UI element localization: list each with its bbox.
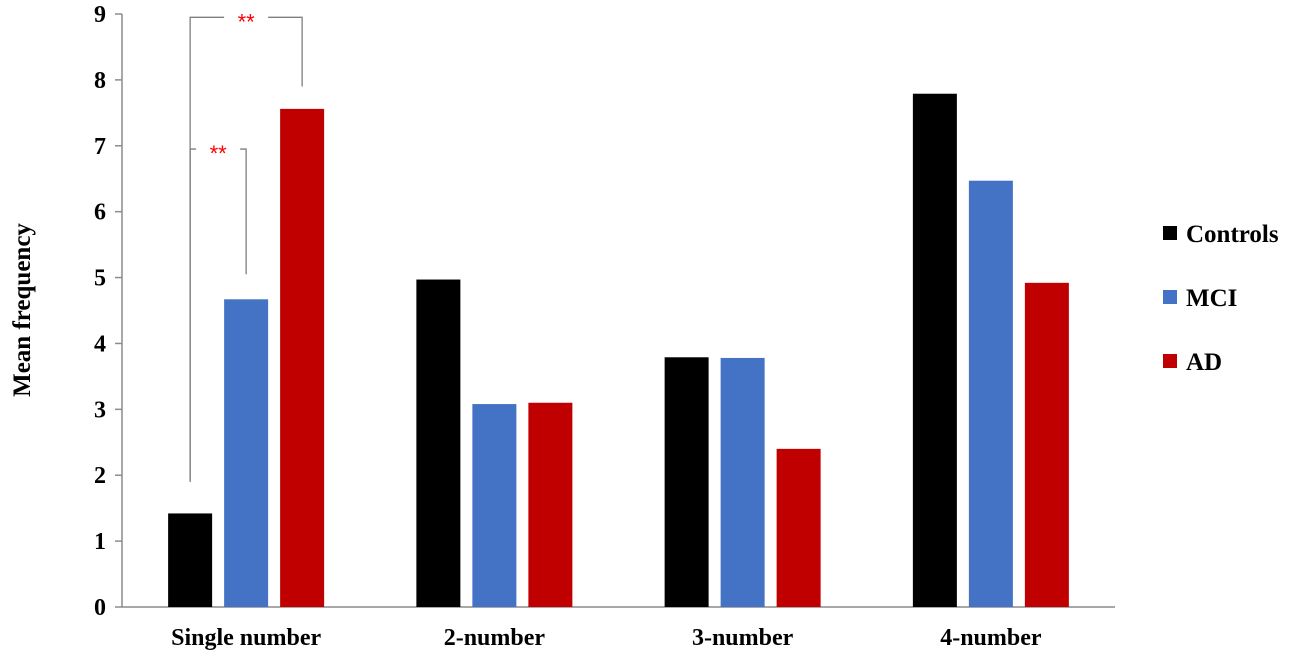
y-tick-label: 0 — [94, 595, 106, 621]
category-label: 3-number — [692, 625, 794, 651]
y-tick-label: 6 — [94, 200, 106, 226]
y-tick-label: 9 — [94, 2, 106, 28]
bar-mci — [472, 404, 517, 607]
category-label: Single number — [171, 625, 321, 651]
significance-bracket-left — [189, 148, 197, 482]
y-tick-label: 7 — [94, 134, 106, 160]
y-tick-label: 5 — [94, 266, 106, 292]
y-tick-label: 3 — [94, 397, 106, 423]
significance-bracket-left — [189, 16, 225, 482]
y-tick-label: 2 — [94, 463, 106, 489]
bar-ad — [528, 402, 573, 607]
bar-controls — [416, 279, 461, 607]
y-ticks: 0 1 2 3 4 5 6 7 8 9 — [94, 2, 122, 621]
significance-bracket-right — [268, 16, 303, 87]
legend: Controls MCI AD — [1163, 221, 1279, 376]
bar-ad — [1024, 282, 1069, 607]
legend-label: AD — [1186, 349, 1222, 376]
bar-mci — [720, 357, 765, 607]
significance-bracket-right — [240, 148, 247, 275]
legend-label: MCI — [1186, 285, 1237, 312]
bar-mci — [224, 299, 269, 607]
y-tick-label: 8 — [94, 68, 106, 94]
legend-swatch-mci — [1163, 290, 1177, 304]
bar-controls — [912, 93, 957, 607]
significance-brackets: ** ** — [189, 9, 303, 482]
bar-controls — [168, 513, 213, 607]
bar-controls — [664, 357, 709, 607]
y-tick-label: 4 — [94, 331, 106, 357]
legend-swatch-ad — [1163, 354, 1177, 368]
bars — [168, 93, 1069, 607]
category-labels: Single number 2-number 3-number 4-number — [171, 625, 1042, 651]
bar-ad — [776, 448, 821, 607]
legend-swatch-controls — [1163, 226, 1177, 240]
bar-ad — [280, 108, 325, 607]
category-label: 4-number — [940, 625, 1042, 651]
axes — [121, 14, 1115, 608]
y-tick-label: 1 — [94, 529, 106, 555]
category-label: 2-number — [444, 625, 546, 651]
y-axis-label: Mean frequency — [9, 223, 36, 397]
bar-mci — [968, 180, 1013, 607]
significance-marker: ** — [238, 9, 256, 34]
significance-marker: ** — [210, 141, 228, 166]
legend-label: Controls — [1186, 221, 1279, 248]
